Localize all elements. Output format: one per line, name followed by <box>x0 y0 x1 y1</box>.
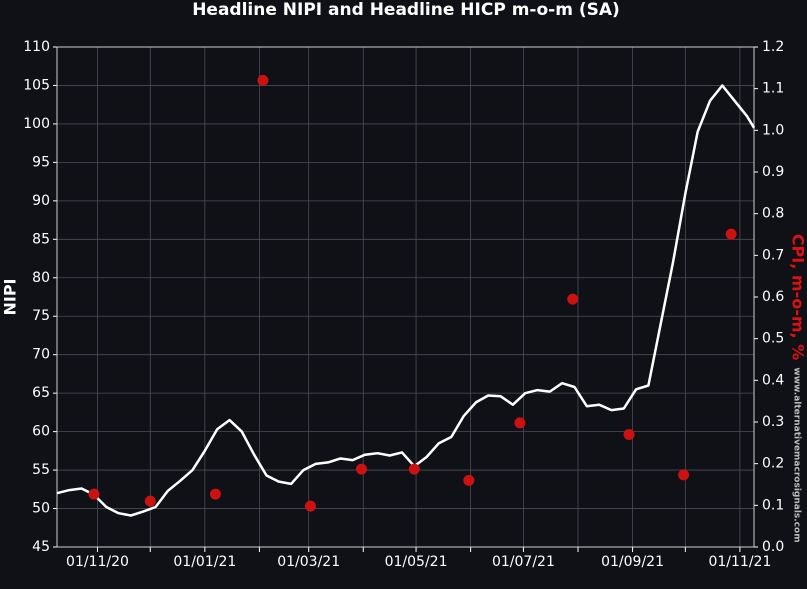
y-tick-label: 110 <box>23 39 50 55</box>
y2-tick-label: 0.2 <box>762 456 784 472</box>
y2-tick-label: 0.3 <box>762 414 784 430</box>
y2-tick-label: 0.1 <box>762 497 784 513</box>
chart-title: Headline NIPI and Headline HICP m-o-m (S… <box>192 0 620 20</box>
cpi-point <box>304 500 316 512</box>
x-tick-label: 01/09/21 <box>601 554 664 570</box>
y-tick-label: 65 <box>32 385 50 401</box>
y-tick-label: 60 <box>32 424 50 440</box>
cpi-point <box>355 463 367 475</box>
x-tick-label: 01/05/21 <box>385 554 448 570</box>
y-tick-label: 85 <box>32 231 50 247</box>
cpi-point <box>209 488 221 500</box>
y2-tick-label: 0.4 <box>762 372 784 388</box>
cpi-point <box>88 488 100 500</box>
y2-axis-label: CPI, m-o-m, % <box>789 234 807 360</box>
x-tick-label: 01/07/21 <box>492 554 555 570</box>
cpi-point <box>725 228 737 240</box>
cpi-point <box>623 429 635 440</box>
y-tick-label: 80 <box>32 270 50 286</box>
y-tick-label: 50 <box>32 501 50 517</box>
cpi-point <box>567 293 579 305</box>
y2-tick-label: 0.8 <box>762 206 784 222</box>
plot-frame <box>56 46 755 548</box>
y2-tick-label: 0.5 <box>762 331 784 347</box>
y2-tick-label: 0.7 <box>762 247 784 263</box>
watermark: www.alternativemacrosignals.com <box>792 367 802 542</box>
y-tick-label: 45 <box>32 539 50 555</box>
y-tick-label: 100 <box>23 116 50 132</box>
y-axis-label: NIPI <box>1 278 20 315</box>
y2-tick-label: 0.9 <box>762 164 784 180</box>
y-tick-label: 95 <box>32 154 50 170</box>
cpi-point <box>257 74 269 86</box>
y2-tick-label: 1.1 <box>762 81 784 97</box>
y-tick-label: 70 <box>32 347 50 363</box>
x-tick-label: 01/03/21 <box>277 554 340 570</box>
y-tick-label: 55 <box>32 462 50 478</box>
y-tick-label: 90 <box>32 193 50 209</box>
y2-tick-label: 0.0 <box>762 539 784 555</box>
x-tick-label: 01/01/21 <box>173 554 236 570</box>
y-tick-label: 75 <box>32 308 50 324</box>
y2-tick-label: 1.2 <box>762 39 784 55</box>
y2-tick-label: 0.6 <box>762 289 784 305</box>
cpi-point <box>408 463 420 475</box>
x-tick-label: 01/11/20 <box>66 554 129 570</box>
x-tick-label: 01/11/21 <box>708 554 771 570</box>
y2-tick-label: 1.0 <box>762 122 784 138</box>
cpi-point <box>463 474 475 486</box>
cpi-point <box>514 417 526 429</box>
cpi-point <box>144 495 156 507</box>
nipi-line <box>56 84 756 517</box>
cpi-point <box>678 469 690 481</box>
y-tick-label: 105 <box>23 77 50 93</box>
